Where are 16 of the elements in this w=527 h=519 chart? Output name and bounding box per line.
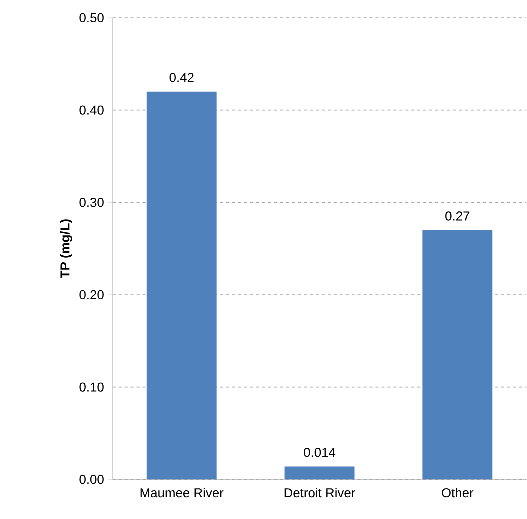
y-tick-label: 0.40 [80,106,104,116]
x-tick-label: Maumee River [140,488,224,498]
y-tick-label: 0.10 [80,382,104,392]
bar [146,92,217,480]
y-tick-label: 0.20 [80,290,104,300]
bar [284,466,355,480]
data-label: 0.42 [170,73,194,83]
y-tick-label: 0.50 [80,14,104,23]
y-tick-label: 0.30 [80,198,104,208]
x-tick-label: Other [442,488,474,498]
data-label: 0.014 [304,448,336,458]
y-tick-label: 0.00 [80,475,104,484]
data-label: 0.27 [446,212,470,222]
y-axis-title: TP (mg/L) [60,220,72,279]
bar [422,230,493,480]
x-tick-label: Detroit River [284,488,356,498]
